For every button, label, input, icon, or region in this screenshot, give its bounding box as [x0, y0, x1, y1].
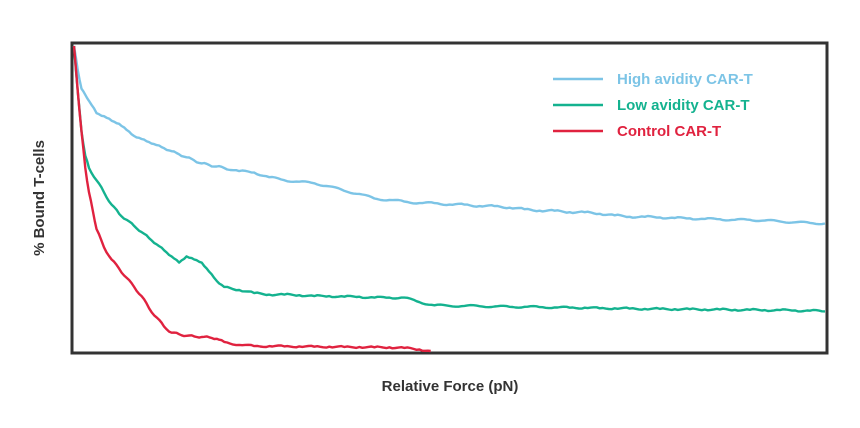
legend-label-0: High avidity CAR-T	[617, 71, 753, 88]
y-axis-label: % Bound T-cells	[31, 140, 48, 256]
series-line-0	[72, 45, 826, 226]
series-layer	[72, 45, 826, 353]
series-line-1	[72, 45, 826, 313]
legend-label-1: Low avidity CAR-T	[617, 97, 750, 114]
legend-label-2: Control CAR-T	[617, 123, 721, 140]
x-axis-label: Relative Force (pN)	[382, 378, 519, 395]
series-line-2	[72, 45, 431, 353]
plot-frame	[70, 41, 829, 355]
legend: High avidity CAR-T Low avidity CAR-T Contr…	[553, 71, 753, 140]
